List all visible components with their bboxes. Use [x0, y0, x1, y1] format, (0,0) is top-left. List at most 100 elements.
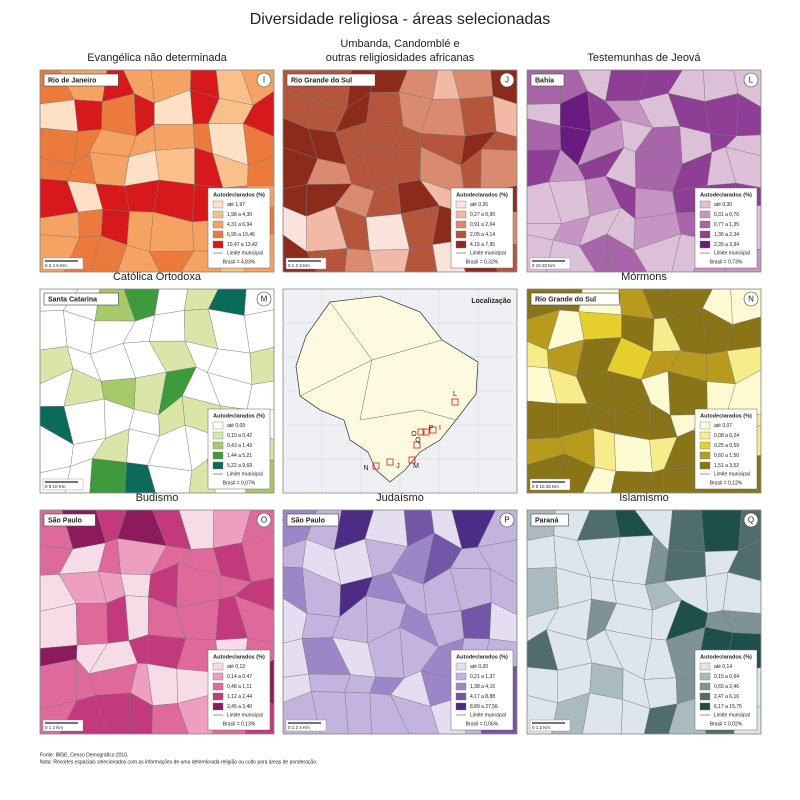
panel-letter: L — [749, 76, 754, 85]
legend-label: 2,35 a 3,94 — [714, 242, 739, 248]
municipality — [126, 211, 154, 252]
map-panel: Islamismo Paraná Q Autodeclarados (%) até 0,… — [526, 492, 762, 735]
legend-label: até 0,07 — [714, 423, 732, 429]
legend-label: até 0,30 — [714, 202, 732, 208]
legend-label: 1,98 a 4,30 — [227, 212, 252, 218]
municipality — [663, 467, 701, 493]
legend-label: 0,43 a 1,43 — [227, 443, 252, 449]
boundary-label: Limite municipal — [470, 250, 506, 256]
municipality — [234, 595, 274, 644]
map-area — [40, 70, 274, 272]
panel-title: Mórmons — [621, 271, 667, 283]
panel-frame — [282, 509, 518, 735]
panel-frame — [526, 69, 762, 273]
region-box — [530, 292, 620, 306]
municipality — [241, 530, 274, 583]
state-border — [329, 301, 373, 361]
legend-label: 2,45 a 3,40 — [227, 704, 252, 710]
legend-swatch — [699, 461, 711, 470]
municipality — [390, 694, 440, 734]
map-panel: Testemunhas de Jeová Bahia L Autodeclarados… — [526, 52, 762, 273]
legend-label: 0,21 a 1,37 — [470, 674, 495, 680]
scale-label: 0 2 4 6 Km — [45, 263, 67, 268]
scale-box — [529, 478, 571, 491]
location-marker — [417, 428, 425, 436]
legend-label: 1,51 a 3,52 — [714, 463, 739, 469]
legend-label: 6,17 a 15,75 — [714, 704, 742, 710]
location-marker — [422, 428, 430, 436]
location-marker — [451, 398, 459, 406]
map-panel: Evangélica não determinada Rio de Janeiro… — [39, 52, 275, 273]
municipality — [480, 148, 517, 195]
legend-swatch — [699, 421, 711, 430]
municipality — [492, 95, 517, 138]
legend-swatch — [212, 461, 224, 470]
region-label: São Paulo — [291, 517, 325, 524]
map-panel: Budismo São Paulo O Autodeclarados (%) até 0… — [39, 492, 275, 735]
municipality — [593, 427, 616, 472]
legend-swatch — [212, 431, 224, 440]
legend-label: até 0,14 — [714, 664, 732, 670]
location-marker — [413, 441, 421, 449]
letter-badge — [743, 512, 759, 528]
region-box — [43, 513, 96, 527]
municipality — [117, 244, 160, 272]
boundary-label: Limite municipal — [714, 250, 750, 256]
municipality — [610, 471, 653, 493]
municipality — [736, 93, 761, 137]
region-label: Bahia — [535, 77, 554, 84]
legend-swatch — [212, 240, 224, 249]
panel-title: Católica Ortodoxa — [113, 271, 202, 283]
location-marker-label: P — [429, 425, 434, 432]
legend-swatch — [455, 672, 467, 681]
location-marker — [386, 458, 394, 466]
legend-label: 0,08 a 0,24 — [714, 433, 739, 439]
municipality — [481, 131, 517, 151]
municipality — [149, 310, 186, 342]
legend-label: 0,15 a 0,64 — [714, 674, 739, 680]
map-panel: Judaísmo São Paulo P Autodeclarados (%) até … — [282, 492, 518, 735]
legend-swatch — [455, 240, 467, 249]
legend-title: Autodeclarados (%) — [456, 654, 508, 660]
legend-label: 1,38 a 4,16 — [470, 684, 495, 690]
legend-swatch — [212, 672, 224, 681]
legend-swatch — [699, 441, 711, 450]
legend-label: até 0,09 — [227, 423, 245, 429]
region-label: Rio de Janeiro — [48, 77, 96, 84]
region-box — [530, 513, 569, 527]
location-marker-label: N — [363, 465, 368, 472]
municipality — [579, 233, 609, 272]
municipality — [308, 673, 351, 693]
legend-label: 2,47 a 6,16 — [714, 694, 739, 700]
panel-letter: N — [748, 295, 754, 304]
location-marker-label: M — [413, 463, 419, 470]
footnote: Nota: Recortes espaciais selecionados co… — [40, 759, 317, 765]
municipality — [664, 550, 707, 582]
legend-label: 0,91 a 2,04 — [470, 222, 495, 228]
national-rate: Brasil = 0,02% — [710, 721, 743, 727]
legend-swatch — [212, 200, 224, 209]
municipality — [75, 602, 108, 646]
municipality — [106, 595, 130, 644]
region-box — [530, 73, 565, 87]
map-panel: Católica Ortodoxa Santa Catarina M Autodecl… — [39, 271, 275, 494]
scale-box — [42, 719, 84, 732]
state-border — [419, 409, 457, 421]
legend-swatch — [699, 431, 711, 440]
municipality — [404, 244, 438, 272]
municipality — [727, 539, 761, 582]
location-marker-label: I — [439, 425, 441, 432]
legend-swatch — [212, 451, 224, 460]
boundary-label: Limite municipal — [227, 471, 263, 477]
boundary-label: Limite municipal — [714, 712, 750, 718]
municipality — [344, 248, 374, 272]
scale-label: 0 5 10 25 Km — [532, 484, 559, 489]
legend-label: 0,14 a 0,47 — [227, 674, 252, 680]
panel-frame — [526, 288, 762, 494]
municipality — [155, 147, 195, 185]
legend-swatch — [455, 702, 467, 711]
region-box — [286, 73, 376, 87]
municipality — [234, 577, 274, 611]
municipality — [490, 568, 517, 615]
